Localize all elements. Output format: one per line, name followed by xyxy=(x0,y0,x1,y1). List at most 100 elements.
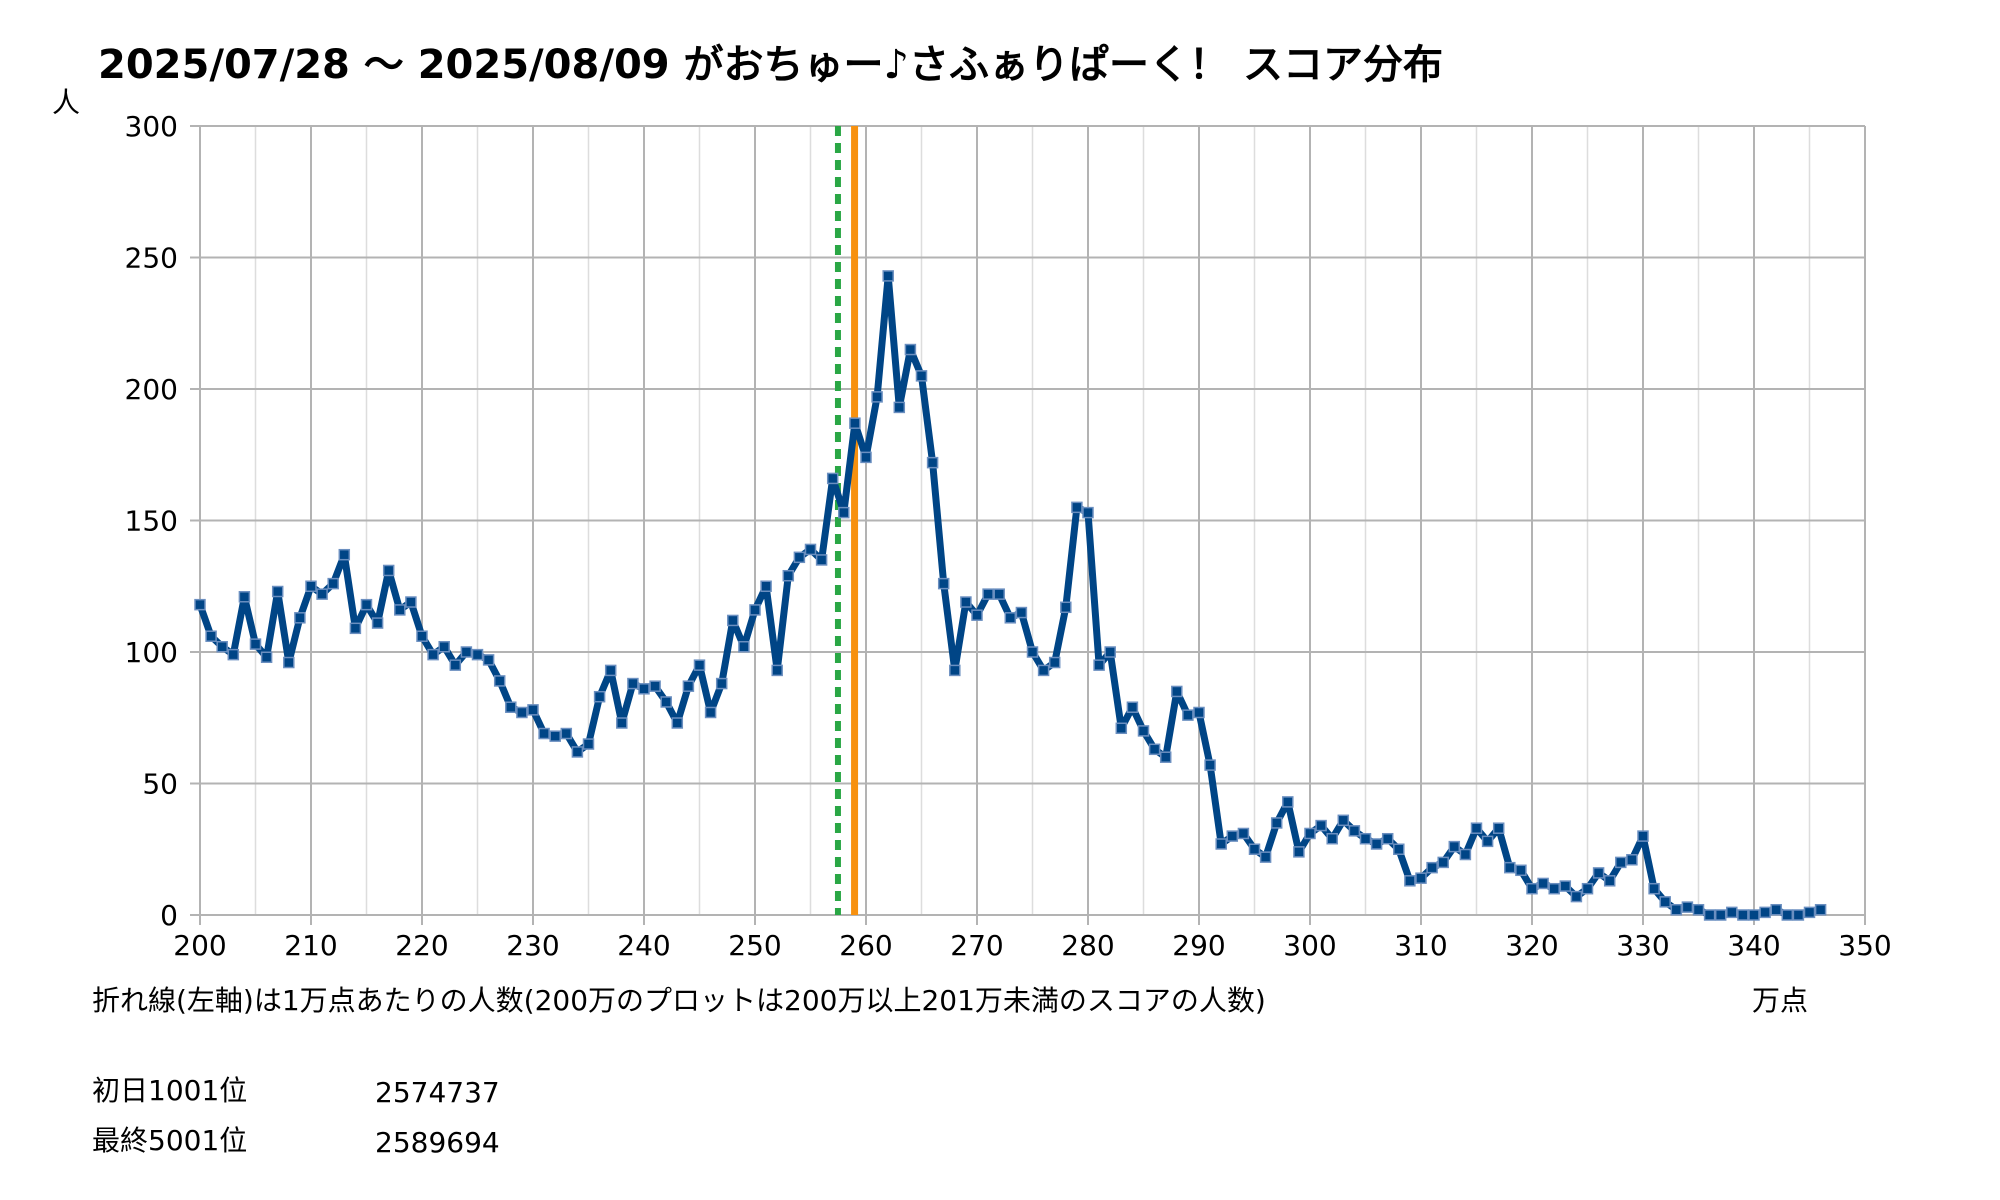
data-point xyxy=(1692,903,1705,916)
x-tick-label: 320 xyxy=(1505,929,1558,962)
data-point xyxy=(1126,701,1139,713)
data-point xyxy=(1537,877,1549,890)
x-tick-label: 220 xyxy=(395,929,448,962)
data-point xyxy=(1737,909,1749,921)
x-tick-label: 230 xyxy=(506,929,559,962)
data-point xyxy=(1792,909,1805,921)
data-point xyxy=(1293,846,1305,858)
data-point xyxy=(893,401,906,414)
data-point xyxy=(838,506,850,519)
data-point xyxy=(993,588,1005,600)
data-point xyxy=(1381,832,1394,845)
data-point xyxy=(1670,903,1683,916)
series-line xyxy=(196,272,1822,919)
data-point xyxy=(1526,882,1538,895)
data-point xyxy=(405,596,417,608)
data-point xyxy=(1615,856,1627,869)
data-point xyxy=(1570,890,1583,903)
x-tick-label: 350 xyxy=(1838,929,1891,962)
data-point xyxy=(1370,838,1383,850)
data-point xyxy=(582,738,595,750)
data-point xyxy=(438,640,450,653)
data-point xyxy=(1759,906,1771,919)
legend-first-day-value: 2574737 xyxy=(375,1076,500,1109)
x-tick-label: 340 xyxy=(1727,929,1780,962)
data-point xyxy=(1171,685,1183,698)
data-point xyxy=(1748,909,1760,921)
data-point xyxy=(1470,822,1483,834)
y-tick-label: 0 xyxy=(160,899,178,932)
data-point xyxy=(1204,759,1216,771)
data-point xyxy=(1148,743,1161,756)
legend-first-day-label: 初日1001位 xyxy=(92,1074,247,1107)
data-point xyxy=(1037,664,1050,677)
data-point xyxy=(949,664,961,677)
data-point xyxy=(227,648,240,661)
data-point xyxy=(860,451,872,464)
data-point xyxy=(216,640,228,653)
data-point xyxy=(471,648,484,661)
data-point xyxy=(904,343,917,356)
data-point xyxy=(1015,606,1028,619)
data-point xyxy=(460,646,473,658)
data-point xyxy=(593,690,606,703)
data-point xyxy=(1337,814,1350,827)
data-point xyxy=(1548,882,1560,895)
data-point xyxy=(283,656,295,669)
data-point xyxy=(793,551,806,564)
data-point xyxy=(1326,832,1338,845)
data-point xyxy=(1492,822,1505,834)
data-point xyxy=(1603,875,1616,887)
x-tick-label: 300 xyxy=(1283,929,1336,962)
data-point xyxy=(738,640,750,653)
legend-final-value: 2589694 xyxy=(375,1126,500,1159)
data-point xyxy=(926,456,939,469)
data-point xyxy=(338,548,351,561)
y-axis-unit-label: 人 xyxy=(52,86,80,119)
data-point xyxy=(882,270,894,282)
data-point xyxy=(704,706,717,719)
data-point xyxy=(693,659,706,671)
data-point xyxy=(505,701,517,713)
data-point xyxy=(638,683,650,695)
data-point xyxy=(782,569,795,582)
x-tick-label: 280 xyxy=(1061,929,1114,962)
data-point xyxy=(815,554,828,566)
data-point xyxy=(960,596,972,608)
data-point xyxy=(194,598,206,611)
data-point xyxy=(1048,656,1061,669)
data-point xyxy=(205,630,217,642)
data-point xyxy=(549,730,561,742)
data-point xyxy=(449,659,462,671)
data-point xyxy=(1304,827,1316,840)
rank-markers xyxy=(834,126,859,915)
x-tick-label: 210 xyxy=(284,929,337,962)
data-point xyxy=(982,588,994,600)
data-point xyxy=(1448,840,1461,853)
data-point xyxy=(1393,843,1405,855)
data-point xyxy=(749,604,761,616)
data-point xyxy=(1093,659,1105,671)
y-tick-label: 50 xyxy=(142,768,178,801)
chart-caption: 折れ線(左軸)は1万点あたりの人数(200万のプロットは200万以上201万未満… xyxy=(92,984,1266,1017)
x-tick-label: 310 xyxy=(1394,929,1447,962)
data-point xyxy=(416,630,428,642)
data-point xyxy=(915,370,928,382)
data-point xyxy=(682,680,695,692)
axis-ticks: 200 210 220 230 240 250 260 270 280 290 300 310 320 3… xyxy=(125,110,1892,962)
y-tick-label: 200 xyxy=(125,373,178,406)
data-point xyxy=(849,417,861,429)
data-point xyxy=(1592,867,1605,879)
data-point xyxy=(1459,848,1472,861)
chart-title: 2025/07/28 〜 2025/08/09 がおちゅー♪さふぁりぱーく！ ス… xyxy=(98,42,1443,88)
data-point xyxy=(1637,830,1649,842)
data-point xyxy=(1437,856,1449,869)
x-tick-label: 250 xyxy=(728,929,781,962)
data-point xyxy=(616,717,628,729)
data-point xyxy=(771,664,783,677)
data-point xyxy=(826,472,839,485)
data-point xyxy=(516,706,528,719)
data-point xyxy=(1648,882,1660,895)
data-point xyxy=(871,391,883,403)
